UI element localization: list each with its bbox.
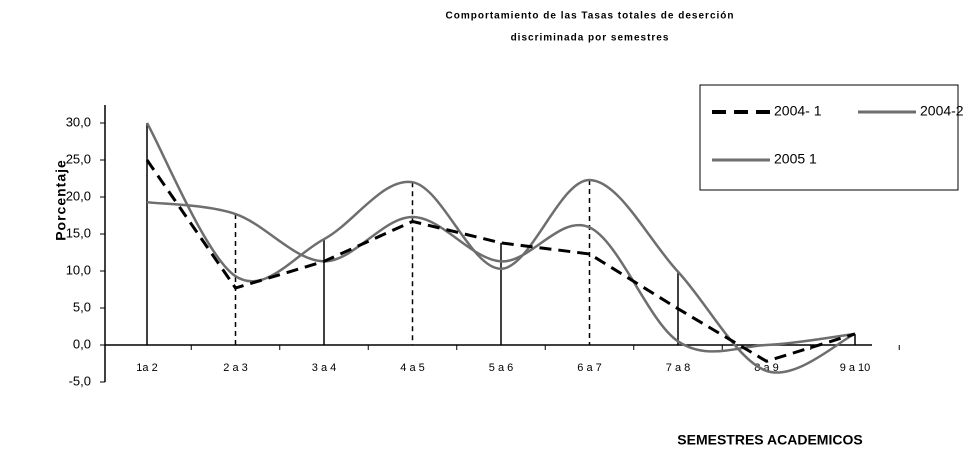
- y-tick-label: 30,0: [66, 114, 91, 129]
- x-tick-label: 4 a 5: [400, 362, 424, 374]
- x-tick-label: 9 a 10: [840, 362, 871, 374]
- legend-label: 2005 1: [774, 151, 817, 167]
- x-tick-label: 2 a 3: [223, 362, 247, 374]
- y-tick-label: 10,0: [66, 262, 91, 277]
- legend-label: 2004-2: [920, 103, 963, 119]
- y-tick-label: 5,0: [73, 299, 91, 314]
- x-tick-label: 5 a 6: [489, 362, 513, 374]
- x-axis-label: SEMESTRES ACADEMICOS: [677, 432, 862, 448]
- x-tick-label: 6 a 7: [577, 362, 601, 374]
- chart-subtitle: discriminada por semestres: [511, 33, 670, 44]
- x-tick-label: 8 a 9: [754, 362, 778, 374]
- x-tick-label: 3 a 4: [312, 362, 336, 374]
- series-line: [146, 200, 856, 353]
- y-tick-label: 0,0: [73, 336, 91, 351]
- y-tick-label: 20,0: [66, 188, 91, 203]
- legend-box: [699, 84, 959, 191]
- y-tick-label: 25,0: [66, 151, 91, 166]
- y-tick-label: -5,0: [69, 373, 91, 388]
- x-tick-label: 7 a 8: [666, 362, 690, 374]
- y-axis-label: Porcentaje: [53, 159, 69, 241]
- x-tick-label: 1a 2: [136, 362, 157, 374]
- chart-title: Comportamiento de las Tasas totales de d…: [446, 11, 735, 22]
- legend-label: 2004- 1: [774, 103, 822, 119]
- y-tick-label: 15,0: [66, 225, 91, 240]
